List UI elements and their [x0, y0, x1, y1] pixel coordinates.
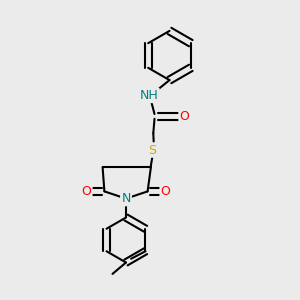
Text: O: O	[161, 185, 170, 198]
Text: S: S	[148, 143, 156, 157]
Text: NH: NH	[140, 89, 158, 102]
Text: N: N	[121, 192, 131, 205]
Text: O: O	[180, 110, 189, 123]
Text: O: O	[82, 185, 91, 198]
